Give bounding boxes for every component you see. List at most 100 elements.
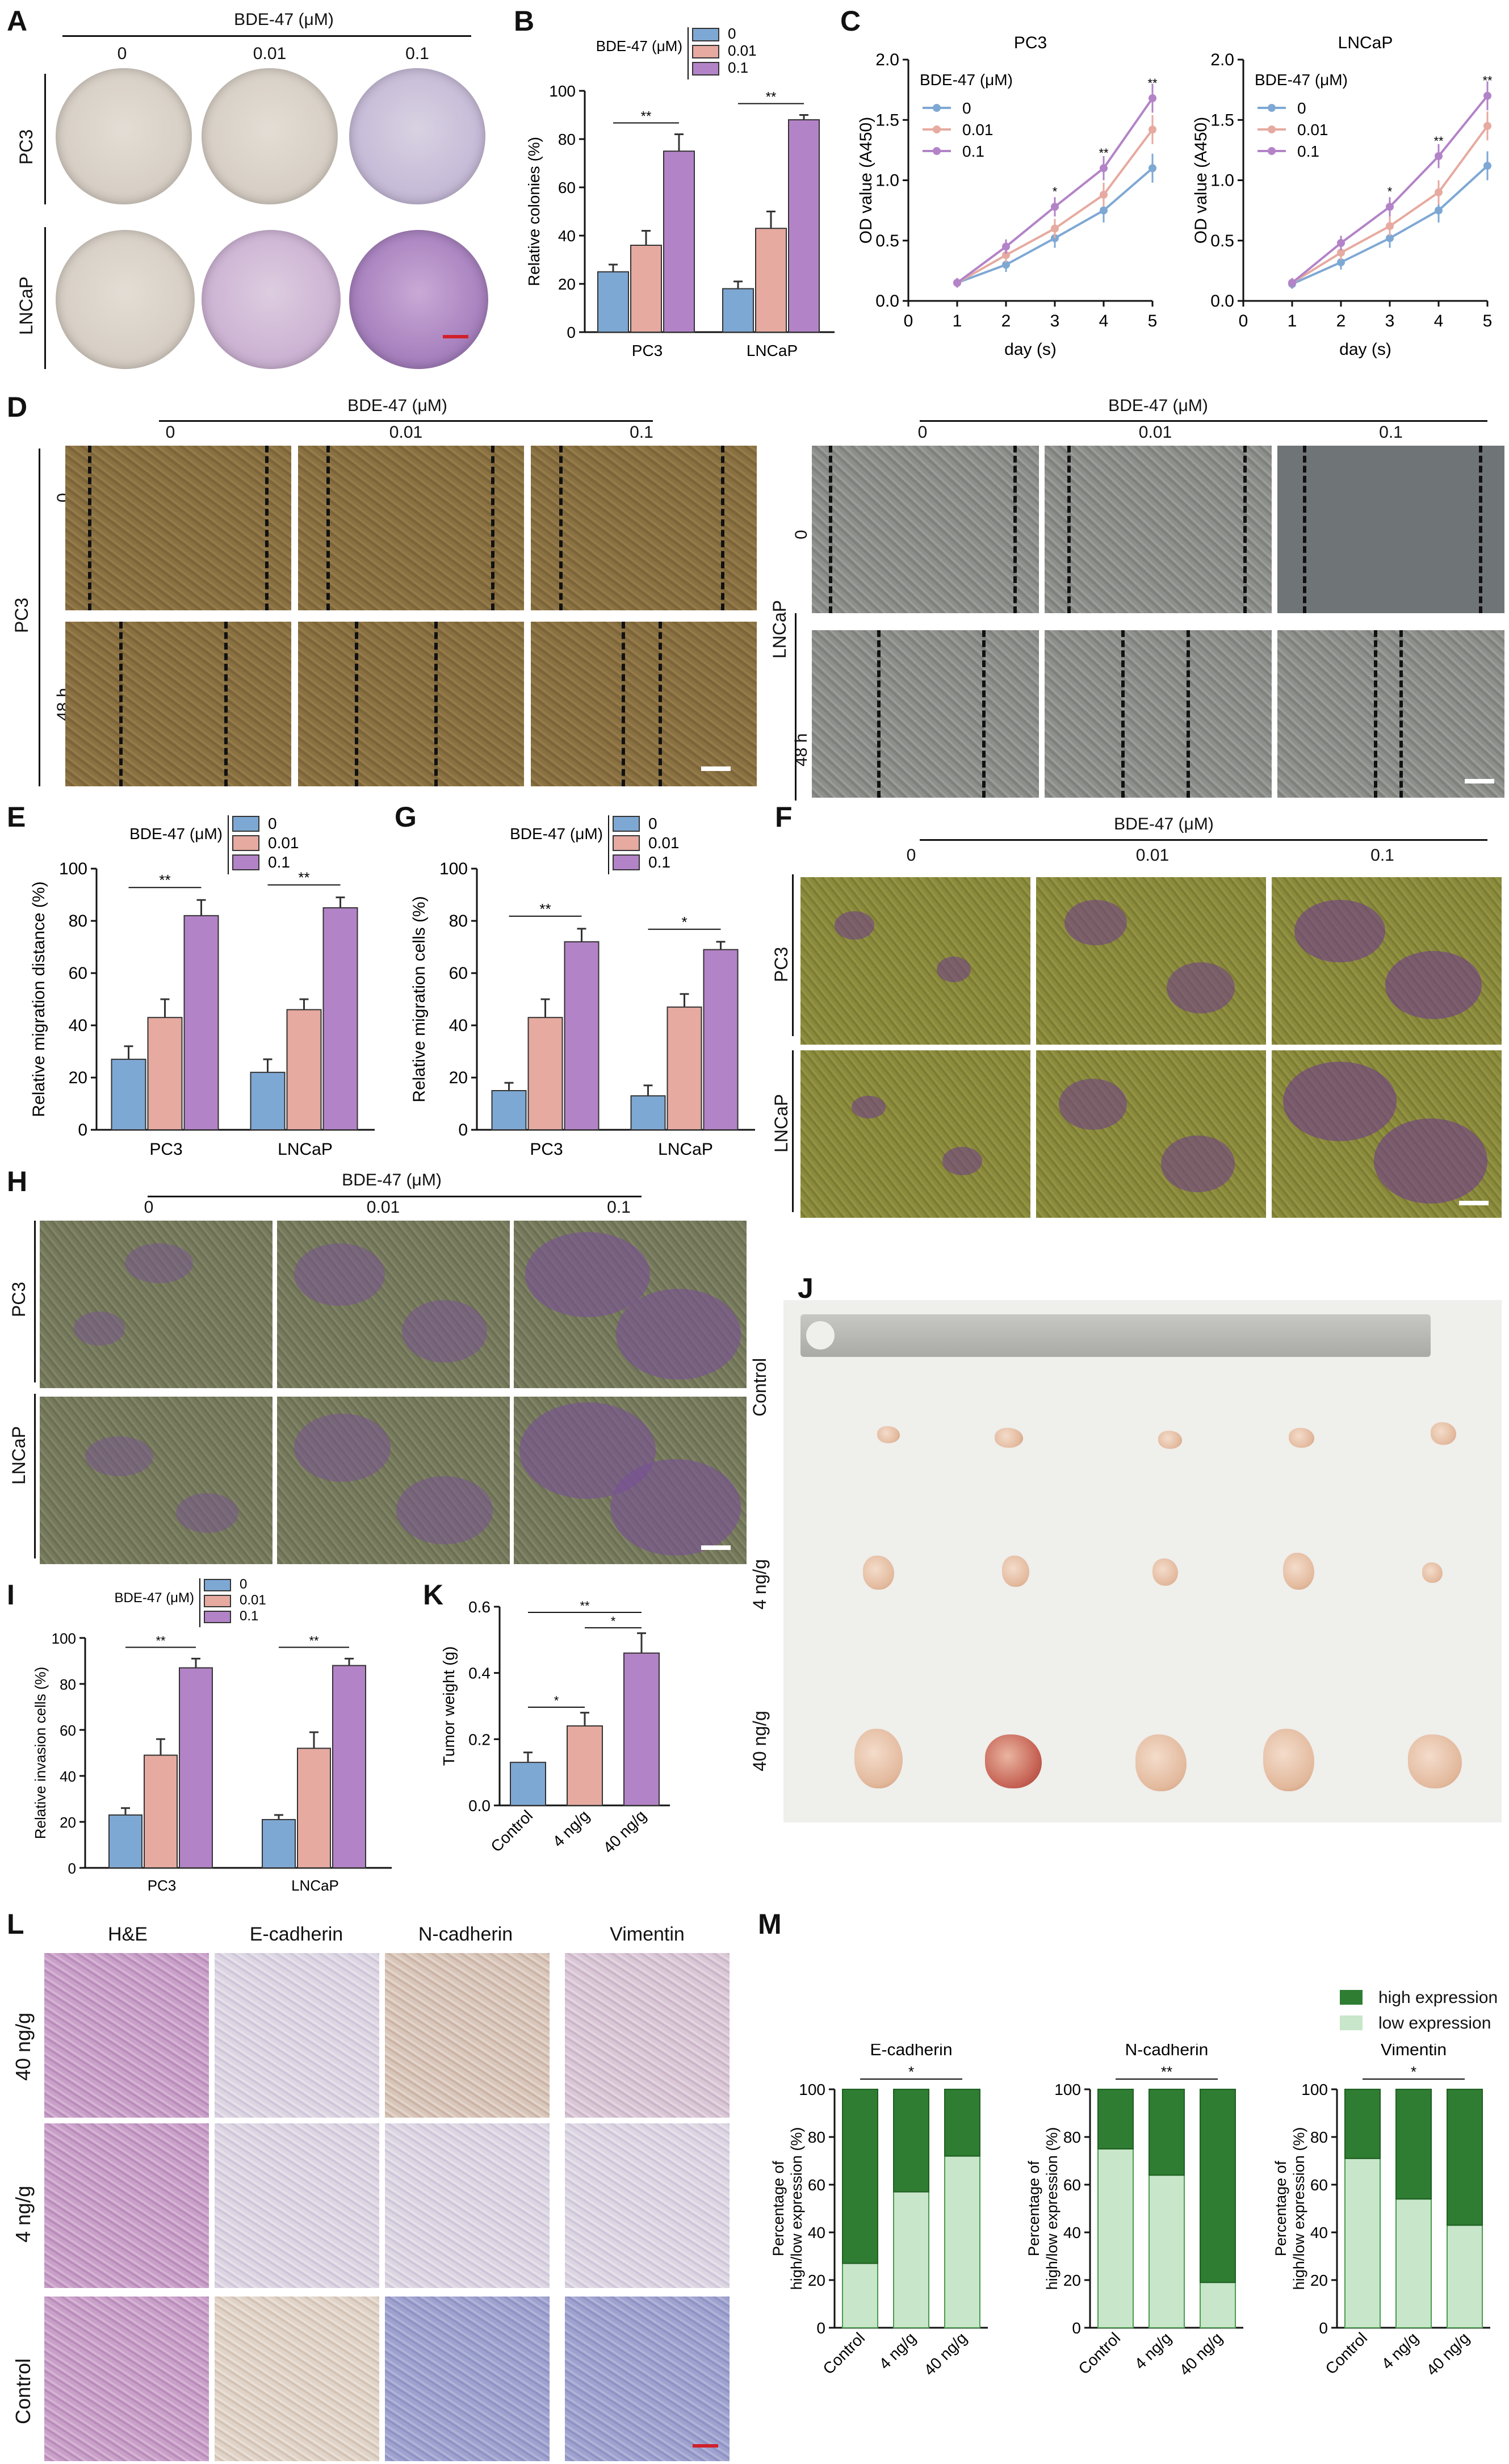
bar-high [842, 2089, 878, 2264]
chart-body: 0 20 40 60 80 100 Percentage of high/low expres… [770, 2063, 988, 2379]
y-tick-label: 0 [1319, 2319, 1328, 2337]
bar-high [1344, 2089, 1381, 2159]
bar [179, 1667, 213, 1868]
panel-label-m: M [758, 1908, 782, 1940]
panel-j-row-control: Control [749, 1357, 770, 1417]
data-point [1337, 258, 1345, 266]
y-tick-label: 0 [78, 1121, 87, 1139]
panel-l-col-ecad: E-cadherin [249, 1924, 343, 1945]
bar-high [1395, 2089, 1432, 2200]
x-tick-label: 1 [953, 312, 962, 330]
panel-d-right-time-0: 0 [792, 530, 811, 539]
wound-image-lncap-0-0h [812, 446, 1039, 613]
wound-image-lncap-001-0h [1045, 446, 1272, 613]
y-tick-label: 20 [449, 1068, 468, 1087]
sig-marker: * [1411, 2063, 1416, 2080]
sig-marker: * [611, 1614, 616, 1628]
legend-marker [1268, 104, 1276, 112]
bar-low [1395, 2198, 1432, 2328]
panel-h-conc-2: 0.1 [607, 1198, 631, 1217]
y-tick-label: 40 [449, 1016, 468, 1035]
bar [630, 245, 662, 333]
sig-marker: ** [539, 900, 551, 917]
x-axis-label: day (s) [1339, 340, 1391, 359]
x-tick-label: 0 [904, 312, 913, 330]
panel-f-conc-0: 0 [906, 846, 916, 865]
chart-m-vimentin: Vimentin 0 20 40 60 80 100 Percentage of high/lo… [1272, 2044, 1490, 2379]
transwell-invasion-pc3-01 [514, 1221, 747, 1388]
y-tick-label: 1.0 [875, 171, 899, 190]
data-point [1337, 249, 1345, 257]
y-tick-label: 60 [808, 2176, 825, 2194]
legend-marker [933, 104, 941, 112]
transwell-invasion-pc3-0 [40, 1221, 273, 1388]
tumor-40ng-4 [1263, 1729, 1314, 1791]
colony-dish-pc3-01 [349, 68, 485, 204]
data-point [1051, 224, 1059, 233]
ihc-ncad-control [385, 2297, 550, 2461]
y-tick-label: 80 [558, 131, 576, 148]
panel-h-row-rule-2 [34, 1394, 36, 1558]
ihc-vim-40ng [565, 1953, 730, 2118]
legend-swatch [204, 1579, 231, 1591]
y-tick-label: 100 [1301, 2081, 1328, 2098]
scale-bar-a [443, 335, 468, 338]
bar-low [1148, 2174, 1185, 2328]
y-axis-label: Tumor weight (g) [440, 1646, 458, 1766]
panel-label-c: C [840, 5, 861, 37]
legend-title: BDE-47 (μM) [129, 825, 223, 843]
y-tick-label: 80 [69, 912, 87, 931]
bar-high [1148, 2089, 1185, 2176]
sig-marker: ** [1099, 146, 1109, 160]
y-axis-label: OD value (A450) [857, 117, 875, 244]
sig-marker: ** [159, 871, 170, 889]
legend-marker [933, 125, 941, 133]
colony-dish-lncap-01 [349, 230, 488, 369]
y-axis-label: Relative migration cells (%) [410, 896, 429, 1102]
y-tick-label: 0 [816, 2319, 825, 2337]
x-tick-label: 4 ng/g [549, 1807, 593, 1850]
y-tick-label: 2.0 [1210, 51, 1234, 69]
ihc-ecad-40ng [215, 1953, 379, 2118]
x-tick-label: 40 ng/g [920, 2329, 970, 2379]
tumor-40ng-1 [854, 1729, 903, 1788]
y-tick-label: 40 [1310, 2224, 1328, 2241]
legend-swatch-high [1340, 1990, 1363, 2005]
panel-f-header: BDE-47 (μM) [1114, 815, 1214, 833]
panel-label-j: J [798, 1272, 814, 1304]
bar [630, 1095, 666, 1131]
tumor-40ng-2 [985, 1734, 1042, 1788]
data-point [1002, 242, 1010, 251]
legend-marker [933, 147, 941, 155]
x-tick-label: 40 ng/g [1423, 2329, 1473, 2379]
bar [183, 915, 219, 1131]
bar [527, 1017, 563, 1131]
panel-f-row-rule-2 [792, 1050, 794, 1212]
legend-label: 0 [728, 25, 736, 42]
y-tick-label: 100 [799, 2081, 825, 2098]
tumor-40ng-5 [1408, 1734, 1462, 1788]
ihc-ecad-control [215, 2297, 379, 2461]
x-tick-label: Control [819, 2329, 868, 2378]
panel-d-right-conc-1: 0.01 [1138, 423, 1172, 442]
panel-a-row-rule-1 [44, 74, 46, 204]
legend-label: 0.01 [240, 1593, 266, 1608]
wound-image-lncap-0-48h [812, 630, 1039, 798]
sig-marker: ** [766, 90, 777, 105]
y-axis-label-line2: high/low expression (%) [788, 2127, 805, 2290]
panel-f-conc-2: 0.1 [1370, 846, 1394, 865]
x-tick-label: 40 ng/g [600, 1807, 649, 1857]
chart-k: 0.0 0.2 0.4 0.6 Tumor weight (g) Control 4 ng/… [440, 1598, 670, 1857]
legend-label: 0.01 [962, 121, 994, 139]
panel-f-row-pc3: PC3 [771, 946, 791, 982]
wound-image-pc3-01-48h [531, 622, 757, 786]
x-tick-label: LNCaP [278, 1140, 333, 1159]
chart-e: 0 20 40 60 80 100 Relative migration distance … [30, 815, 375, 1159]
data-point [1148, 164, 1156, 173]
y-tick-label: 80 [1063, 2128, 1081, 2146]
ihc-vim-control [565, 2297, 730, 2461]
ihc-he-40ng [44, 1953, 209, 2118]
x-tick-label: PC3 [148, 1877, 177, 1894]
bar [510, 1762, 546, 1806]
panel-label-k: K [423, 1579, 444, 1611]
